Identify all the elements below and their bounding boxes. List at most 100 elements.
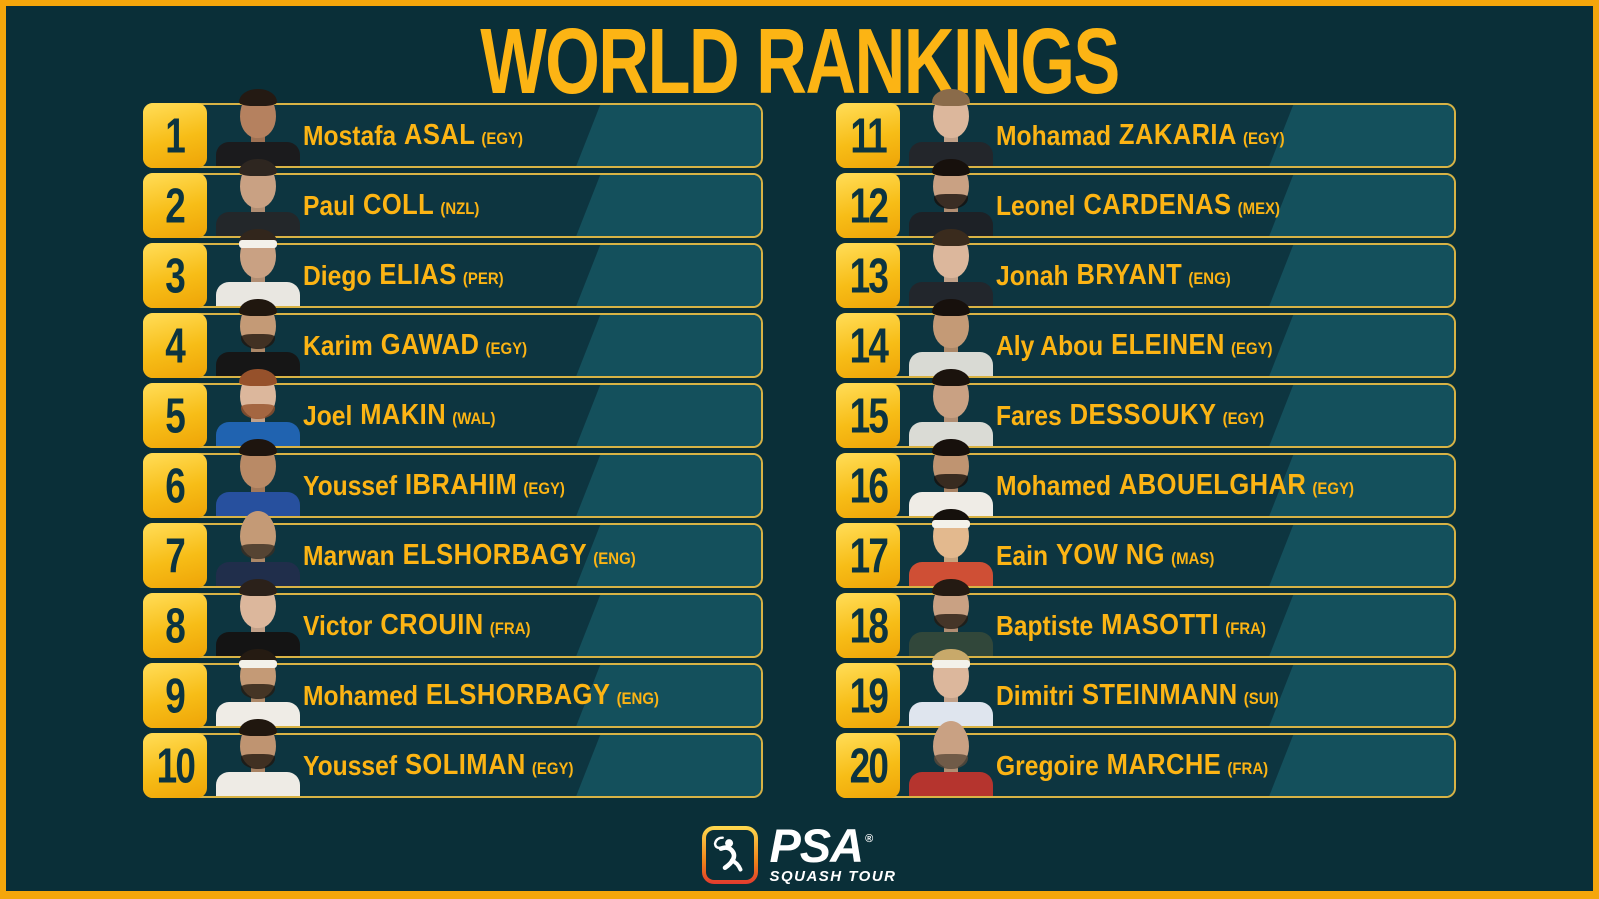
avatar-hair: [932, 299, 970, 316]
avatar-head: [239, 649, 277, 699]
player-name: Diego ELIAS (PER): [303, 245, 504, 306]
player-first-name: Mohamed: [996, 469, 1112, 501]
row-background: [145, 315, 761, 376]
row-background: [145, 665, 761, 726]
player-first-name: Youssef: [303, 469, 398, 501]
player-photo: [908, 369, 994, 446]
row-background: [145, 735, 761, 796]
ranking-row: 6 Youssef IBRAHIM (EGY): [143, 439, 763, 518]
player-first-name: Marwan: [303, 539, 395, 571]
player-name: Jonah BRYANT (ENG): [996, 245, 1231, 306]
avatar-beard: [241, 684, 275, 699]
player-photo: [215, 439, 301, 516]
player-first-name: Youssef: [303, 749, 398, 781]
row-background: [838, 245, 1454, 306]
ranking-row: 9 Mohamed ELSHORBAGY (ENG): [143, 649, 763, 728]
psa-logo-text: PSA ® SQUASH TOUR: [769, 822, 896, 885]
player-country: (PER): [462, 268, 504, 288]
player-first-name: Paul: [303, 189, 356, 221]
player-first-name: Gregoire: [996, 749, 1099, 781]
player-name: Dimitri STEINMANN (SUI): [996, 665, 1279, 726]
row-diagonal-highlight: [1269, 455, 1454, 516]
rank-badge: 7: [143, 523, 207, 588]
player-photo: [215, 649, 301, 726]
rank-badge: 20: [836, 733, 900, 798]
player-name: Youssef IBRAHIM (EGY): [303, 455, 565, 516]
rank-number: 16: [849, 457, 888, 513]
psa-logo: PSA ® SQUASH TOUR: [702, 822, 896, 885]
row-background: [838, 735, 1454, 796]
rank-number: 17: [849, 527, 888, 583]
player-last-name: CROUIN: [380, 609, 484, 641]
avatar-head: [239, 579, 277, 628]
player-last-name: COLL: [362, 189, 435, 221]
avatar-head: [239, 369, 277, 419]
ranking-row: 19 Dimitri STEINMANN (SUI): [836, 649, 1456, 728]
avatar-beard: [934, 194, 968, 209]
player-first-name: Baptiste: [996, 609, 1094, 641]
player-name: Fares DESSOUKY (EGY): [996, 385, 1264, 446]
avatar-head: [933, 721, 969, 769]
page-title: WORLD RANKINGS: [480, 9, 1120, 113]
player-last-name: ELSHORBAGY: [425, 679, 611, 711]
rank-badge: 15: [836, 383, 900, 448]
avatar-hair: [239, 719, 277, 736]
rank-number: 13: [849, 247, 888, 303]
row-background: [145, 385, 761, 446]
ranking-row: 16 Mohamed ABOUELGHAR (EGY): [836, 439, 1456, 518]
avatar-headband: [239, 240, 277, 248]
player-first-name: Fares: [996, 399, 1062, 431]
rank-badge: 5: [143, 383, 207, 448]
row-diagonal-highlight: [1269, 245, 1454, 306]
avatar-head: [239, 159, 277, 208]
player-first-name: Diego: [303, 259, 372, 291]
player-photo: [215, 719, 301, 796]
poster-background: WORLD RANKINGS 1 Mostafa ASAL (EGY): [6, 6, 1593, 891]
avatar-head: [932, 649, 970, 698]
avatar-hair: [239, 89, 277, 106]
rank-badge: 9: [143, 663, 207, 728]
player-country: (MAS): [1171, 548, 1215, 568]
avatar-hair: [932, 369, 970, 386]
rank-number: 4: [165, 317, 187, 373]
player-name: Gregoire MARCHE (FRA): [996, 735, 1268, 796]
ranking-row: 18 Baptiste MASOTTI (FRA): [836, 579, 1456, 658]
player-last-name: BRYANT: [1076, 259, 1183, 291]
player-name: Paul COLL (NZL): [303, 175, 479, 236]
player-last-name: DESSOUKY: [1069, 399, 1217, 431]
player-photo: [908, 299, 994, 376]
row-background: [838, 315, 1454, 376]
row-diagonal-highlight: [1269, 105, 1454, 166]
avatar-head: [240, 511, 276, 559]
player-first-name: Mohamad: [996, 119, 1112, 151]
player-country: (ENG): [616, 688, 659, 708]
avatar-beard: [934, 754, 968, 769]
avatar-hair: [239, 299, 277, 316]
player-country: (EGY): [531, 758, 574, 778]
avatar-beard: [241, 754, 275, 769]
player-last-name: ZAKARIA: [1118, 119, 1237, 151]
rank-number: 14: [849, 317, 888, 373]
rank-badge: 11: [836, 103, 900, 168]
player-photo: [215, 579, 301, 656]
player-last-name: ASAL: [404, 119, 476, 151]
avatar-beard: [241, 544, 275, 559]
player-country: (EGY): [1222, 408, 1265, 428]
ranking-row: 10 Youssef SOLIMAN (EGY): [143, 719, 763, 798]
rank-badge: 4: [143, 313, 207, 378]
avatar-head: [239, 299, 277, 349]
rank-badge: 14: [836, 313, 900, 378]
rank-badge: 1: [143, 103, 207, 168]
avatar-beard: [934, 614, 968, 629]
rank-badge: 12: [836, 173, 900, 238]
player-name: Karim GAWAD (EGY): [303, 315, 527, 376]
rank-badge: 16: [836, 453, 900, 518]
rank-number: 15: [849, 387, 888, 443]
avatar-headband: [932, 520, 970, 528]
player-country: (SUI): [1243, 688, 1279, 708]
rank-number: 11: [850, 107, 887, 163]
avatar-beard: [241, 334, 275, 349]
row-diagonal-highlight: [1269, 595, 1454, 656]
player-last-name: GAWAD: [380, 329, 480, 361]
player-photo: [215, 89, 301, 166]
